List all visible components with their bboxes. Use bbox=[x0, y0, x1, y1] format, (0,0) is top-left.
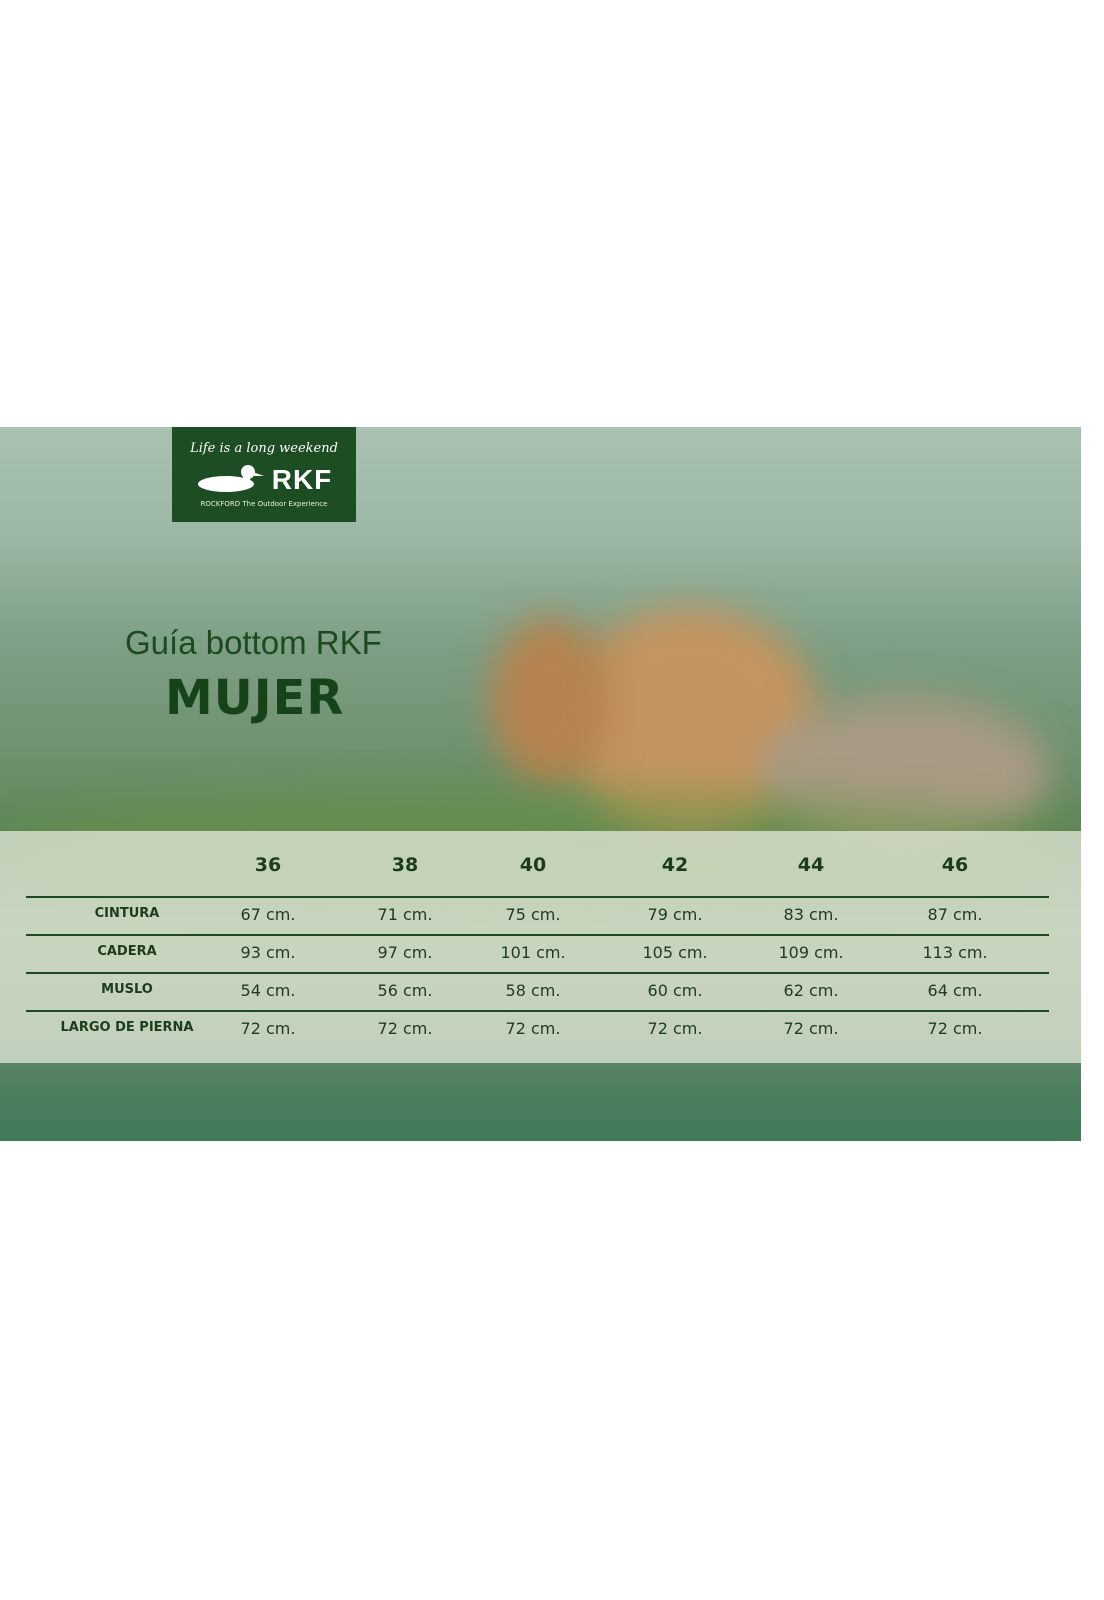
table-cell: 58 cm. bbox=[505, 981, 561, 1000]
duck-icon bbox=[196, 462, 266, 498]
table-cell: 101 cm. bbox=[500, 943, 566, 962]
size-guide-banner: Life is a long weekend RKF ROCKFORD The … bbox=[0, 427, 1081, 1141]
table-cell: 109 cm. bbox=[778, 943, 844, 962]
row-label: CINTURA bbox=[94, 906, 160, 921]
size-header: 42 bbox=[661, 854, 689, 876]
row-label: CADERA bbox=[97, 944, 157, 959]
table-cell: 60 cm. bbox=[647, 981, 703, 1000]
rkf-logo: Life is a long weekend RKF ROCKFORD The … bbox=[172, 427, 356, 522]
table-cell: 72 cm. bbox=[240, 1019, 296, 1038]
size-table: 36 38 40 42 44 46 CINTURA 67 cm. 71 cm. 75 cm. 79 … bbox=[0, 831, 1081, 1063]
table-cell: 79 cm. bbox=[647, 905, 703, 924]
page-title: Guía bottom RKF bbox=[125, 624, 382, 661]
table-cell: 93 cm. bbox=[240, 943, 296, 962]
table-cell: 72 cm. bbox=[647, 1019, 703, 1038]
row-label: MUSLO bbox=[101, 982, 153, 997]
table-cell: 64 cm. bbox=[927, 981, 983, 1000]
table-cell: 87 cm. bbox=[927, 905, 983, 924]
table-cell: 75 cm. bbox=[505, 905, 561, 924]
logo-tagline: Life is a long weekend bbox=[190, 441, 338, 456]
size-header: 46 bbox=[941, 854, 969, 876]
row-divider bbox=[26, 1010, 1049, 1012]
table-cell: 72 cm. bbox=[783, 1019, 839, 1038]
row-divider bbox=[26, 972, 1049, 974]
table-cell: 56 cm. bbox=[377, 981, 433, 1000]
page-subtitle: MUJER bbox=[165, 670, 345, 726]
size-header: 40 bbox=[519, 854, 547, 876]
size-header: 36 bbox=[254, 854, 282, 876]
row-divider bbox=[26, 934, 1049, 936]
table-cell: 97 cm. bbox=[377, 943, 433, 962]
table-cell: 72 cm. bbox=[927, 1019, 983, 1038]
row-label: LARGO DE PIERNA bbox=[60, 1020, 194, 1035]
size-header: 44 bbox=[797, 854, 825, 876]
table-cell: 83 cm. bbox=[783, 905, 839, 924]
size-header: 38 bbox=[391, 854, 419, 876]
row-divider bbox=[26, 896, 1049, 898]
table-cell: 72 cm. bbox=[505, 1019, 561, 1038]
table-cell: 105 cm. bbox=[642, 943, 708, 962]
logo-brand: RKF bbox=[271, 464, 333, 495]
table-cell: 72 cm. bbox=[377, 1019, 433, 1038]
table-cell: 113 cm. bbox=[922, 943, 988, 962]
logo-subtitle: ROCKFORD The Outdoor Experience bbox=[200, 500, 328, 508]
table-cell: 54 cm. bbox=[240, 981, 296, 1000]
table-cell: 62 cm. bbox=[783, 981, 839, 1000]
table-cell: 71 cm. bbox=[377, 905, 433, 924]
table-cell: 67 cm. bbox=[240, 905, 296, 924]
